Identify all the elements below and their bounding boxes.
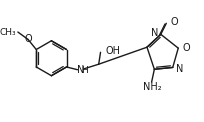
Text: N: N [151, 27, 158, 37]
Text: NH₂: NH₂ [143, 82, 162, 92]
Text: CH₃: CH₃ [0, 28, 16, 37]
Text: H: H [82, 66, 88, 75]
Text: N: N [176, 64, 184, 74]
Text: O: O [183, 43, 191, 53]
Text: OH: OH [105, 46, 120, 56]
Text: O: O [24, 34, 32, 44]
Text: N: N [77, 65, 84, 75]
Text: O: O [171, 17, 178, 27]
